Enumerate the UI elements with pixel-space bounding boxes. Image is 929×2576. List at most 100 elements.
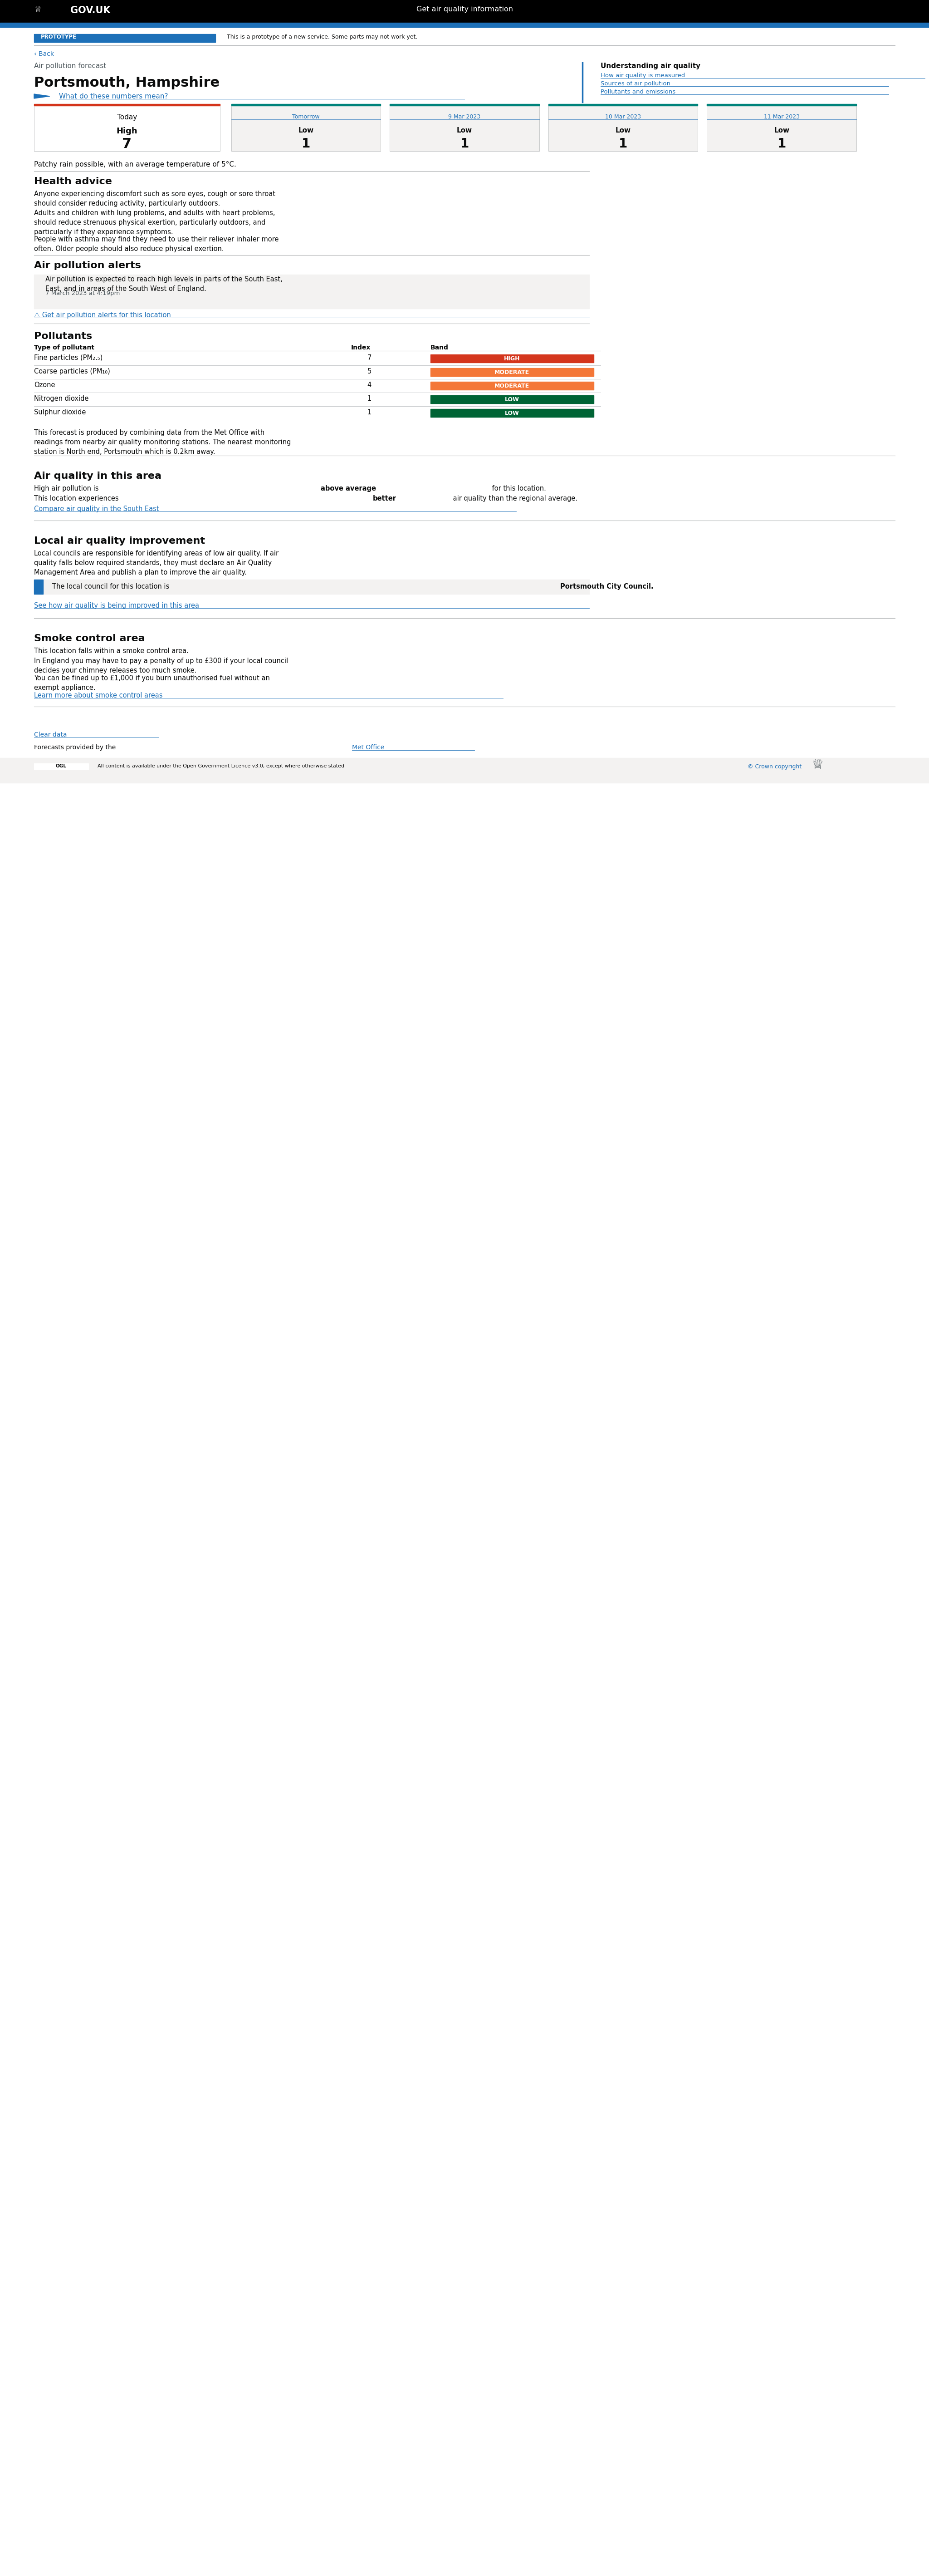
Text: Low: Low <box>457 126 472 134</box>
Text: The local council for this location is: The local council for this location is <box>52 582 171 590</box>
Text: Today: Today <box>117 113 137 121</box>
Text: above average: above average <box>321 484 376 492</box>
Text: air quality than the regional average.: air quality than the regional average. <box>451 495 578 502</box>
Text: better: better <box>373 495 397 502</box>
FancyBboxPatch shape <box>34 106 220 152</box>
Text: 7: 7 <box>367 355 372 361</box>
Text: 11 Mar 2023: 11 Mar 2023 <box>764 113 800 121</box>
Text: High: High <box>116 126 137 137</box>
Text: ‹ Back: ‹ Back <box>34 52 54 57</box>
Text: All content is available under the Open Government Licence v3.0, except where ot: All content is available under the Open … <box>98 765 345 768</box>
Bar <box>430 410 594 417</box>
Bar <box>34 580 43 595</box>
Bar <box>0 757 929 783</box>
Text: 1: 1 <box>367 394 372 402</box>
Text: How air quality is measured: How air quality is measured <box>600 72 685 77</box>
Text: Fine particles (PM₂.₅): Fine particles (PM₂.₅) <box>34 355 102 361</box>
Text: 5: 5 <box>367 368 372 376</box>
Text: Low: Low <box>615 126 631 134</box>
Text: PROTOTYPE: PROTOTYPE <box>41 33 76 41</box>
Text: Ozone: Ozone <box>34 381 55 389</box>
Text: Health advice: Health advice <box>34 178 112 185</box>
Text: 4: 4 <box>367 381 372 389</box>
Text: Smoke control area: Smoke control area <box>34 634 145 644</box>
Text: Low: Low <box>298 126 314 134</box>
Text: GOV.UK: GOV.UK <box>71 5 111 15</box>
Text: HIGH: HIGH <box>504 355 520 363</box>
FancyBboxPatch shape <box>231 106 381 152</box>
Text: Sources of air pollution: Sources of air pollution <box>600 80 671 88</box>
Bar <box>34 33 216 41</box>
Text: Get air quality information: Get air quality information <box>416 5 513 13</box>
Text: Local councils are responsible for identifying areas of low air quality. If air
: Local councils are responsible for ident… <box>34 551 279 577</box>
Text: ♕: ♕ <box>811 760 824 773</box>
Text: This forecast is produced by combining data from the Met Office with
readings fr: This forecast is produced by combining d… <box>34 430 291 456</box>
Text: 10 Mar 2023: 10 Mar 2023 <box>605 113 641 121</box>
Bar <box>430 368 594 376</box>
Text: Portsmouth City Council.: Portsmouth City Council. <box>560 582 653 590</box>
Text: 1: 1 <box>460 137 469 149</box>
Text: ⚠ Get air pollution alerts for this location: ⚠ Get air pollution alerts for this loca… <box>34 312 171 319</box>
Text: LOW: LOW <box>504 397 519 402</box>
Text: LOW: LOW <box>504 410 519 417</box>
Text: Patchy rain possible, with an average temperature of 5°C.: Patchy rain possible, with an average te… <box>34 162 236 167</box>
Text: Type of pollutant: Type of pollutant <box>34 345 95 350</box>
Text: High air pollution is: High air pollution is <box>34 484 100 492</box>
Text: Air pollution is expected to reach high levels in parts of the South East,
East,: Air pollution is expected to reach high … <box>46 276 282 291</box>
Text: This location falls within a smoke control area.: This location falls within a smoke contr… <box>34 647 189 654</box>
Text: © Crown copyright: © Crown copyright <box>748 765 802 770</box>
Text: Index: Index <box>351 345 371 350</box>
Text: Clear data: Clear data <box>34 732 67 737</box>
Text: Air quality in this area: Air quality in this area <box>34 471 162 482</box>
Text: Pollutants: Pollutants <box>34 332 92 340</box>
Text: Compare air quality in the South East: Compare air quality in the South East <box>34 505 159 513</box>
Polygon shape <box>34 93 50 98</box>
Text: OGL: OGL <box>56 765 67 768</box>
Text: 1: 1 <box>619 137 627 149</box>
Text: Local air quality improvement: Local air quality improvement <box>34 536 205 546</box>
Bar <box>0 23 929 28</box>
Text: 1: 1 <box>367 410 372 415</box>
FancyBboxPatch shape <box>390 106 539 152</box>
Bar <box>34 762 88 770</box>
Text: Air pollution alerts: Air pollution alerts <box>34 260 141 270</box>
Text: 7: 7 <box>122 137 132 149</box>
Text: People with asthma may find they need to use their reliever inhaler more
often. : People with asthma may find they need to… <box>34 237 279 252</box>
Text: 1: 1 <box>778 137 786 149</box>
Text: for this location.: for this location. <box>490 484 546 492</box>
Text: You can be fined up to £1,000 if you burn unauthorised fuel without an
exempt ap: You can be fined up to £1,000 if you bur… <box>34 675 269 690</box>
Text: Learn more about smoke control areas: Learn more about smoke control areas <box>34 693 163 698</box>
Text: Tomorrow: Tomorrow <box>292 113 320 121</box>
Bar <box>34 276 589 309</box>
Bar <box>430 381 594 389</box>
Text: Pollutants and emissions: Pollutants and emissions <box>600 90 675 95</box>
Text: Coarse particles (PM₁₀): Coarse particles (PM₁₀) <box>34 368 110 376</box>
Text: This is a prototype of a new service. Some parts may not work yet.: This is a prototype of a new service. So… <box>227 33 417 41</box>
Text: 1: 1 <box>302 137 310 149</box>
Bar <box>430 394 594 404</box>
Text: Low: Low <box>774 126 790 134</box>
Text: See how air quality is being improved in this area: See how air quality is being improved in… <box>34 603 199 608</box>
FancyBboxPatch shape <box>707 106 857 152</box>
Text: Understanding air quality: Understanding air quality <box>600 62 700 70</box>
Bar <box>0 0 929 23</box>
Bar <box>34 580 589 595</box>
Text: 7 March 2023 at 4:19pm: 7 March 2023 at 4:19pm <box>46 291 120 296</box>
Bar <box>430 355 594 363</box>
Text: Forecasts provided by the: Forecasts provided by the <box>34 744 118 750</box>
Text: 9 Mar 2023: 9 Mar 2023 <box>449 113 480 121</box>
Text: MODERATE: MODERATE <box>494 384 530 389</box>
Text: Air pollution forecast: Air pollution forecast <box>34 62 106 70</box>
Text: Anyone experiencing discomfort such as sore eyes, cough or sore throat
should co: Anyone experiencing discomfort such as s… <box>34 191 275 206</box>
Text: Sulphur dioxide: Sulphur dioxide <box>34 410 85 415</box>
Text: MODERATE: MODERATE <box>494 368 530 376</box>
Text: Adults and children with lung problems, and adults with heart problems,
should r: Adults and children with lung problems, … <box>34 209 275 234</box>
FancyBboxPatch shape <box>548 106 698 152</box>
Text: Met Office: Met Office <box>352 744 385 750</box>
Text: What do these numbers mean?: What do these numbers mean? <box>59 93 168 100</box>
Text: Nitrogen dioxide: Nitrogen dioxide <box>34 394 88 402</box>
Text: This location experiences: This location experiences <box>34 495 121 502</box>
Text: Portsmouth, Hampshire: Portsmouth, Hampshire <box>34 77 219 90</box>
Text: Band: Band <box>430 345 449 350</box>
Text: ♕: ♕ <box>34 5 41 13</box>
